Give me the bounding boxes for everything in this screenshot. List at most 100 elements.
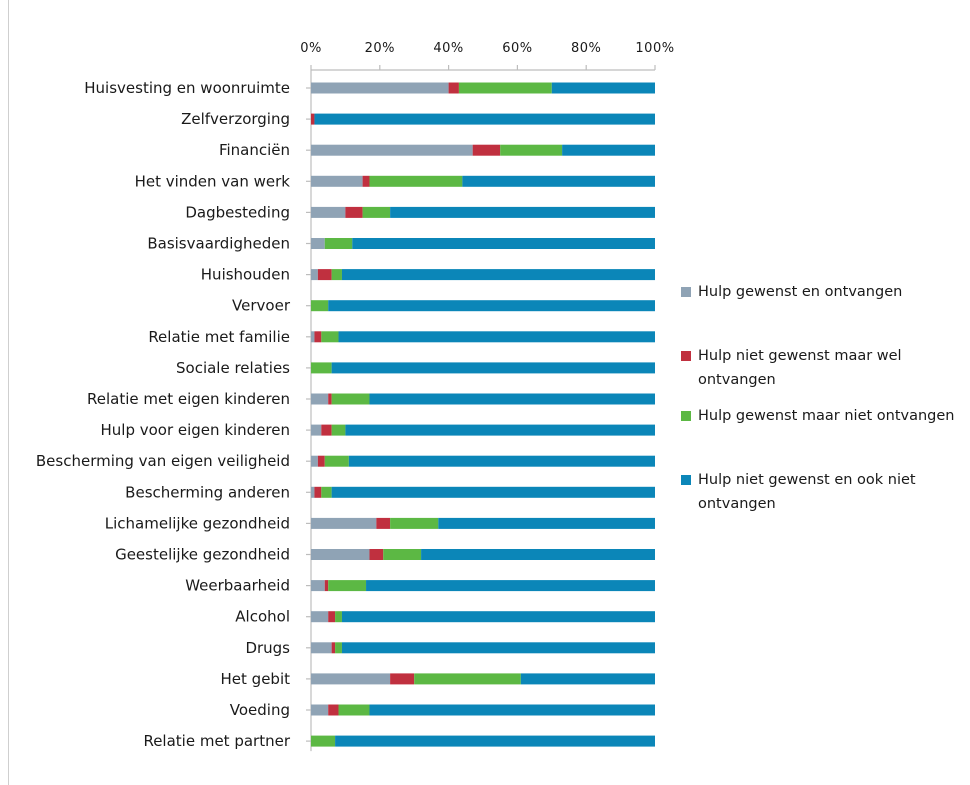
bar-segment (311, 114, 314, 125)
x-tick-label: 0% (300, 41, 322, 56)
bars (311, 83, 655, 747)
bar-segment (311, 145, 473, 156)
category-label: Weerbaarheid (185, 577, 290, 595)
bar-segment (349, 456, 655, 467)
legend-item: Hulp gewenst maar niet ontvangen (681, 404, 955, 428)
category-label: Hulp voor eigen kinderen (100, 421, 290, 439)
bar-segment (339, 331, 655, 342)
bar-segment (332, 425, 346, 436)
category-label: Geestelijke gezondheid (115, 546, 290, 564)
bar-segment (369, 549, 383, 560)
legend-swatch (681, 351, 691, 361)
x-tick-label: 40% (433, 41, 463, 56)
bar-segment (325, 456, 349, 467)
bar-segment (311, 394, 328, 405)
bar-segment (363, 207, 391, 218)
bar-segment (421, 549, 655, 560)
bar-segment (552, 83, 655, 94)
bar-segment (342, 642, 655, 653)
category-label: Relatie met eigen kinderen (87, 390, 290, 408)
bar-segment (335, 736, 655, 747)
bar-segment (462, 176, 655, 187)
bar-segment (328, 580, 366, 591)
bar-segment (363, 176, 370, 187)
bar-segment (369, 394, 655, 405)
bar-segment (311, 705, 328, 716)
category-label: Dagbesteding (185, 203, 290, 221)
bar-segment (449, 83, 459, 94)
bar-segment (328, 394, 331, 405)
legend-label: ontvangen (698, 368, 902, 392)
bar-segment (321, 331, 338, 342)
bar-segment (311, 456, 318, 467)
bar-segment (311, 518, 376, 529)
category-label: Vervoer (232, 297, 291, 315)
category-label: Voeding (230, 701, 290, 719)
legend-item: Hulp niet gewenst maar wel ontvangen (681, 344, 902, 392)
bar-segment (521, 673, 655, 684)
bar-segment (311, 642, 332, 653)
bar-segment (328, 611, 335, 622)
bar-segment (369, 176, 462, 187)
bar-segment (500, 145, 562, 156)
bar-segment (311, 549, 369, 560)
bar-segment (311, 362, 332, 373)
bar-segment (383, 549, 421, 560)
category-label: Alcohol (235, 608, 290, 626)
category-label: Het gebit (221, 670, 291, 688)
category-label: Huishouden (201, 266, 290, 284)
bar-segment (332, 362, 655, 373)
category-labels: Huisvesting en woonruimteZelfverzorgingF… (36, 79, 291, 750)
bar-segment (366, 580, 655, 591)
bar-segment (311, 580, 325, 591)
bar-segment (311, 176, 363, 187)
bar-segment (311, 487, 314, 498)
bar-segment (311, 611, 328, 622)
bar-segment (311, 238, 325, 249)
bar-segment (438, 518, 655, 529)
bar-segment (328, 705, 338, 716)
legend-label: Hulp niet gewenst maar wel (698, 344, 902, 368)
bar-segment (459, 83, 552, 94)
bar-segment (318, 269, 332, 280)
legend-swatch (681, 411, 691, 421)
x-tick-label: 60% (502, 41, 532, 56)
category-label: Relatie met partner (143, 732, 290, 750)
bar-segment (332, 394, 370, 405)
bar-segment (414, 673, 521, 684)
bar-segment (311, 207, 345, 218)
bar-segment (473, 145, 501, 156)
legend-swatch (681, 287, 691, 297)
bar-segment (369, 705, 655, 716)
legend-label: Hulp niet gewenst en ook niet (698, 468, 916, 492)
legend-label: Hulp gewenst maar niet ontvangen (698, 404, 955, 428)
category-label: Het vinden van werk (135, 172, 291, 190)
bar-segment (314, 114, 655, 125)
bar-segment (311, 269, 318, 280)
bar-segment (332, 269, 342, 280)
legend-label: Hulp gewenst en ontvangen (698, 280, 902, 304)
bar-segment (321, 487, 331, 498)
x-tick-label: 80% (571, 41, 601, 56)
category-label: Huisvesting en woonruimte (84, 79, 290, 97)
bar-segment (311, 331, 314, 342)
legend-label: ontvangen (698, 492, 916, 516)
bar-segment (311, 83, 449, 94)
bar-segment (376, 518, 390, 529)
x-tick-label: 100% (635, 41, 674, 56)
bar-segment (562, 145, 655, 156)
category-label: Relatie met familie (148, 328, 290, 346)
bar-segment (325, 580, 328, 591)
bar-segment (311, 736, 335, 747)
category-label: Financiën (219, 141, 290, 159)
bar-segment (328, 300, 655, 311)
bar-segment (311, 425, 321, 436)
bar-segment (352, 238, 655, 249)
bar-segment (390, 207, 655, 218)
bar-segment (332, 642, 335, 653)
category-label: Lichamelijke gezondheid (105, 514, 290, 532)
x-tick-label: 20% (365, 41, 395, 56)
bar-segment (318, 456, 325, 467)
bar-segment (321, 425, 331, 436)
